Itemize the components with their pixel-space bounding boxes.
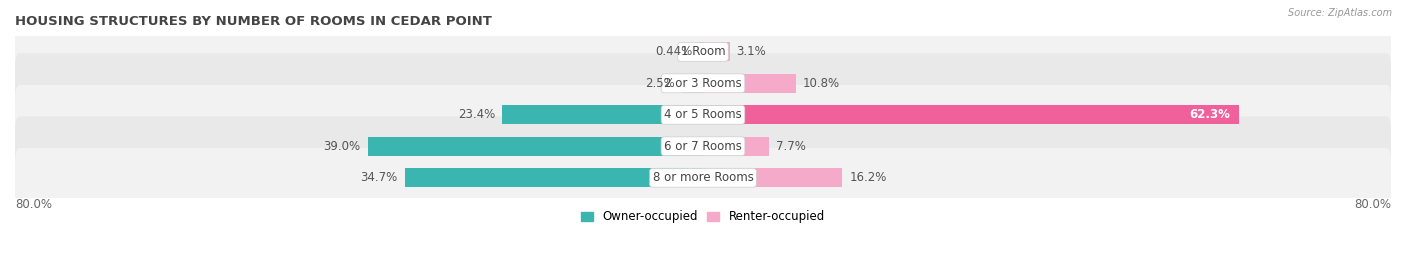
Text: 34.7%: 34.7% — [360, 171, 398, 184]
Text: 0.44%: 0.44% — [655, 45, 692, 58]
Bar — [699, 43, 703, 61]
Bar — [703, 74, 796, 93]
FancyBboxPatch shape — [15, 22, 1391, 82]
Text: 80.0%: 80.0% — [15, 198, 52, 211]
Text: 62.3%: 62.3% — [1189, 108, 1230, 121]
Bar — [405, 168, 703, 187]
Bar — [703, 43, 730, 61]
Text: 3.1%: 3.1% — [737, 45, 766, 58]
Text: 10.8%: 10.8% — [803, 77, 839, 90]
FancyBboxPatch shape — [15, 148, 1391, 208]
Text: 2 or 3 Rooms: 2 or 3 Rooms — [664, 77, 742, 90]
Text: 7.7%: 7.7% — [776, 140, 806, 153]
Text: 16.2%: 16.2% — [849, 171, 887, 184]
Text: 23.4%: 23.4% — [457, 108, 495, 121]
Bar — [367, 137, 703, 156]
Text: 4 or 5 Rooms: 4 or 5 Rooms — [664, 108, 742, 121]
Text: 2.5%: 2.5% — [645, 77, 675, 90]
Text: 6 or 7 Rooms: 6 or 7 Rooms — [664, 140, 742, 153]
Text: Source: ZipAtlas.com: Source: ZipAtlas.com — [1288, 8, 1392, 18]
Text: 39.0%: 39.0% — [323, 140, 361, 153]
FancyBboxPatch shape — [15, 54, 1391, 113]
Text: 1 Room: 1 Room — [681, 45, 725, 58]
FancyBboxPatch shape — [15, 116, 1391, 176]
Text: 80.0%: 80.0% — [1354, 198, 1391, 211]
Legend: Owner-occupied, Renter-occupied: Owner-occupied, Renter-occupied — [576, 206, 830, 228]
Bar — [703, 105, 1239, 124]
Bar — [682, 74, 703, 93]
Bar — [703, 168, 842, 187]
Bar — [502, 105, 703, 124]
Text: 8 or more Rooms: 8 or more Rooms — [652, 171, 754, 184]
Text: HOUSING STRUCTURES BY NUMBER OF ROOMS IN CEDAR POINT: HOUSING STRUCTURES BY NUMBER OF ROOMS IN… — [15, 15, 492, 28]
FancyBboxPatch shape — [15, 85, 1391, 145]
Bar — [703, 137, 769, 156]
